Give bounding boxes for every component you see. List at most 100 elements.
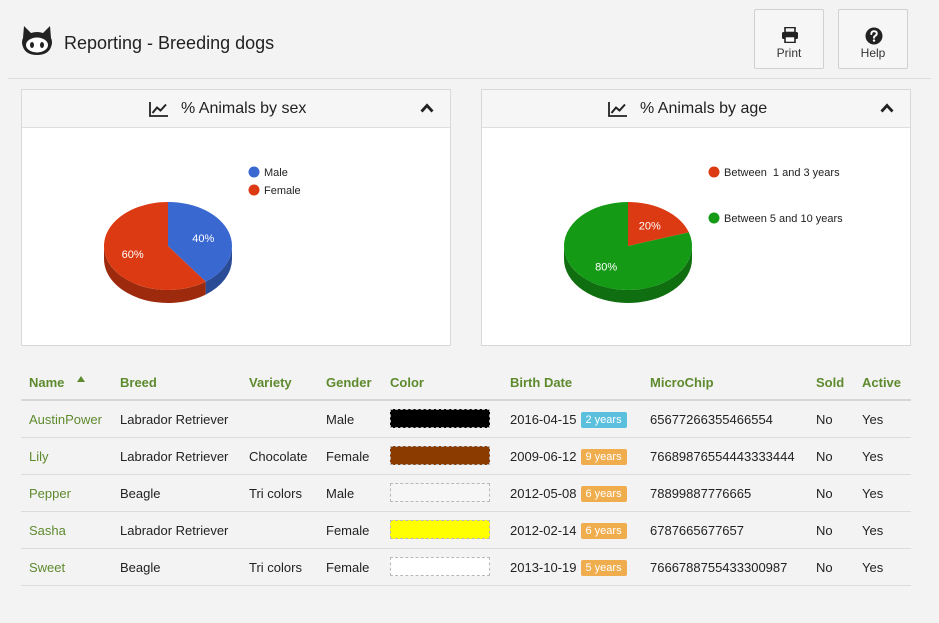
cell-variety: Tri colors	[249, 560, 302, 575]
panel-title: % Animals by sex	[181, 100, 307, 117]
table-row[interactable]: Sweet Beagle Tri colors Female 2013-10-19 5 y…	[21, 549, 911, 586]
chart-area: 20% 80% Between 1 and 3 years Between 5 and…	[482, 128, 910, 345]
cell-gender: Male	[326, 486, 355, 501]
cell-breed: Labrador Retriever	[120, 449, 229, 464]
col-header-gender[interactable]: Gender	[326, 375, 372, 390]
cell-gender: Male	[326, 412, 355, 427]
birth-date-text: 2016-04-15	[510, 412, 577, 427]
color-swatch	[390, 557, 490, 576]
page-header: Reporting - Breeding dogs Print Help	[0, 0, 939, 78]
table-row[interactable]: Lily Labrador Retriever Chocolate Female 200…	[21, 438, 911, 475]
github-octocat-icon	[22, 26, 52, 55]
panel-animals-by-sex: % Animals by sex 40% 60% Male Female	[21, 89, 451, 346]
cell-gender: Female	[326, 523, 370, 538]
birth-date-text: 2012-05-08	[510, 486, 577, 501]
cell-name[interactable]: Sasha	[29, 523, 66, 538]
cell-active: Yes	[862, 412, 884, 427]
pie-label-1: 80%	[595, 262, 617, 274]
cell-microchip: 78899887776665	[650, 486, 752, 501]
help-label: Help	[860, 46, 886, 60]
sort-ascending-icon[interactable]	[77, 376, 85, 382]
color-swatch	[390, 520, 490, 539]
cell-breed: Labrador Retriever	[120, 412, 229, 427]
cell-active: Yes	[862, 560, 884, 575]
cell-sold: No	[816, 412, 833, 427]
pie-side-0	[205, 246, 232, 295]
cell-microchip: 76689876554443333444	[650, 449, 795, 464]
birth-date-text: 2012-02-14	[510, 523, 577, 538]
pie-chart-age: 20% 80% Between 1 and 3 years Between 5 and…	[564, 166, 843, 303]
legend-label-0: Male	[264, 167, 288, 179]
panel-animals-by-age: % Animals by age 20% 80% Between 1 and 3 y…	[481, 89, 911, 346]
cell-name[interactable]: Sweet	[29, 560, 66, 575]
panel-header: % Animals by sex	[22, 90, 450, 128]
legend-marker-0	[248, 166, 260, 178]
col-header-birth-date[interactable]: Birth Date	[510, 375, 573, 390]
col-header-breed[interactable]: Breed	[120, 375, 157, 390]
cell-birth-date: 2013-10-19 5 years	[510, 560, 627, 576]
cell-birth-date: 2016-04-15 2 years	[510, 412, 627, 428]
col-header-name[interactable]: Name	[29, 375, 65, 390]
pie-side-1	[564, 246, 692, 303]
cell-name[interactable]: Lily	[29, 449, 49, 464]
cell-birth-date: 2012-05-08 6 years	[510, 486, 627, 502]
col-header-active[interactable]: Active	[862, 375, 902, 390]
pie-slice-1	[564, 202, 692, 290]
cell-microchip: 65677266355466554	[650, 412, 773, 427]
col-header-color[interactable]: Color	[390, 375, 424, 390]
age-badge: 9 years	[580, 449, 627, 465]
pie-chart-sex: 40% 60% Male Female	[103, 166, 301, 303]
cell-active: Yes	[862, 523, 884, 538]
cell-active: Yes	[862, 486, 884, 501]
table-row[interactable]: Sasha Labrador Retriever Female 2012-02-14 6…	[21, 512, 911, 549]
legend-marker-1	[248, 184, 260, 196]
pie-slice-0	[168, 202, 232, 282]
table-row[interactable]: Pepper Beagle Tri colors Male 2012-05-08 6 ye…	[21, 475, 911, 512]
birth-date-text: 2013-10-19	[510, 560, 577, 575]
cell-sold: No	[816, 523, 833, 538]
color-swatch	[390, 483, 490, 502]
cell-variety: Chocolate	[249, 449, 308, 464]
table-body: AustinPower Labrador Retriever Male 2016-04…	[21, 401, 911, 586]
color-swatch	[390, 409, 490, 428]
cell-gender: Female	[326, 449, 370, 464]
cell-sold: No	[816, 449, 833, 464]
chevron-up-icon[interactable]	[880, 103, 894, 113]
print-button[interactable]: Print	[754, 9, 824, 69]
age-badge: 2 years	[580, 412, 627, 428]
panel-title: % Animals by age	[640, 100, 768, 117]
table-row[interactable]: AustinPower Labrador Retriever Male 2016-04…	[21, 401, 911, 438]
cell-breed: Beagle	[120, 560, 161, 575]
cell-birth-date: 2009-06-12 9 years	[510, 449, 627, 465]
cell-microchip: 7666788755433300987	[650, 560, 788, 575]
col-header-sold[interactable]: Sold	[816, 375, 845, 390]
header-divider	[8, 78, 931, 79]
color-swatch	[390, 446, 490, 465]
help-button[interactable]: Help	[838, 9, 908, 69]
cell-breed: Labrador Retriever	[120, 523, 229, 538]
line-chart-icon	[149, 102, 168, 117]
line-chart-icon	[608, 102, 627, 117]
legend-label-1: Between 5 and 10 years	[724, 213, 843, 225]
printer-icon	[782, 27, 798, 43]
cell-gender: Female	[326, 560, 370, 575]
table-header-row: Name Breed Variety Gender Color Birth Da…	[21, 364, 911, 401]
print-label: Print	[776, 46, 802, 60]
col-header-microchip[interactable]: MicroChip	[650, 375, 714, 390]
cell-name[interactable]: Pepper	[29, 486, 71, 501]
age-badge: 6 years	[580, 523, 627, 539]
age-badge: 6 years	[580, 486, 627, 502]
pie-label-0: 20%	[639, 220, 661, 232]
pie-slice-0	[628, 202, 689, 246]
cell-name[interactable]: AustinPower	[29, 412, 102, 427]
chevron-up-icon[interactable]	[420, 103, 434, 113]
cell-birth-date: 2012-02-14 6 years	[510, 523, 627, 539]
birth-date-text: 2009-06-12	[510, 449, 577, 464]
chart-area: 40% 60% Male Female	[22, 128, 450, 345]
pie-label-0: 40%	[192, 233, 214, 245]
cell-breed: Beagle	[120, 486, 161, 501]
panel-header: % Animals by age	[482, 90, 910, 128]
col-header-variety[interactable]: Variety	[249, 375, 292, 390]
cell-sold: No	[816, 560, 833, 575]
question-circle-icon	[865, 27, 883, 45]
